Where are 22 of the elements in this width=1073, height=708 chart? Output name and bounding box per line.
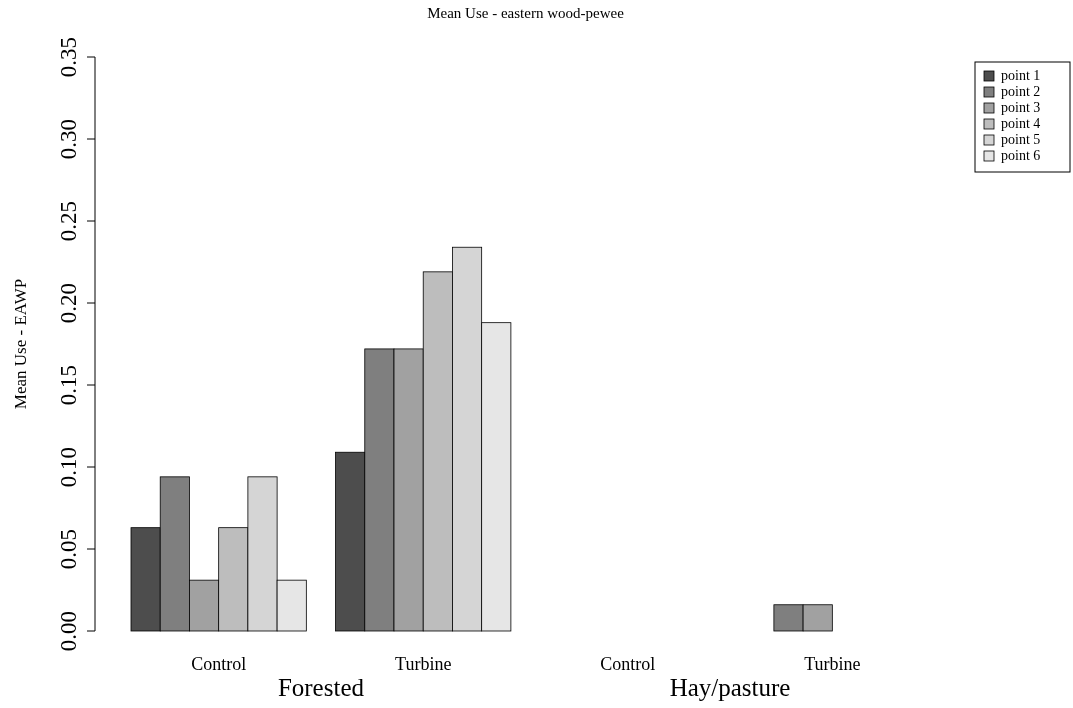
y-tick-label: 0.35: [56, 36, 81, 78]
legend-label: point 4: [1001, 116, 1041, 131]
text: Hay/pasture: [669, 674, 791, 701]
x-tick-label: Control: [191, 654, 247, 674]
y-tick-label: 0.05: [56, 528, 81, 570]
legend-label: point 5: [1001, 132, 1041, 147]
y-tick-label: 0.30: [56, 118, 81, 160]
y-tick-label: 0.10: [56, 446, 81, 488]
legend-label: point 6: [1001, 148, 1041, 163]
y-tick-label: 0.25: [56, 200, 81, 242]
y-axis-title: Mean Use - EAWP: [11, 278, 30, 410]
chart-title: Mean Use - eastern wood-pewee: [427, 5, 625, 21]
legend-label: point 1: [1001, 68, 1041, 83]
x-tick-label: Turbine: [804, 654, 861, 674]
y-tick-label: 0.15: [56, 364, 81, 406]
x-tick-label: Control: [600, 654, 656, 674]
text: Forested: [277, 674, 365, 701]
legend-label: point 2: [1001, 84, 1041, 99]
y-tick-label: 0.00: [56, 610, 81, 652]
y-tick-label: 0.20: [56, 282, 81, 324]
x-tick-label: Turbine: [395, 654, 452, 674]
legend-label: point 3: [1001, 100, 1041, 115]
